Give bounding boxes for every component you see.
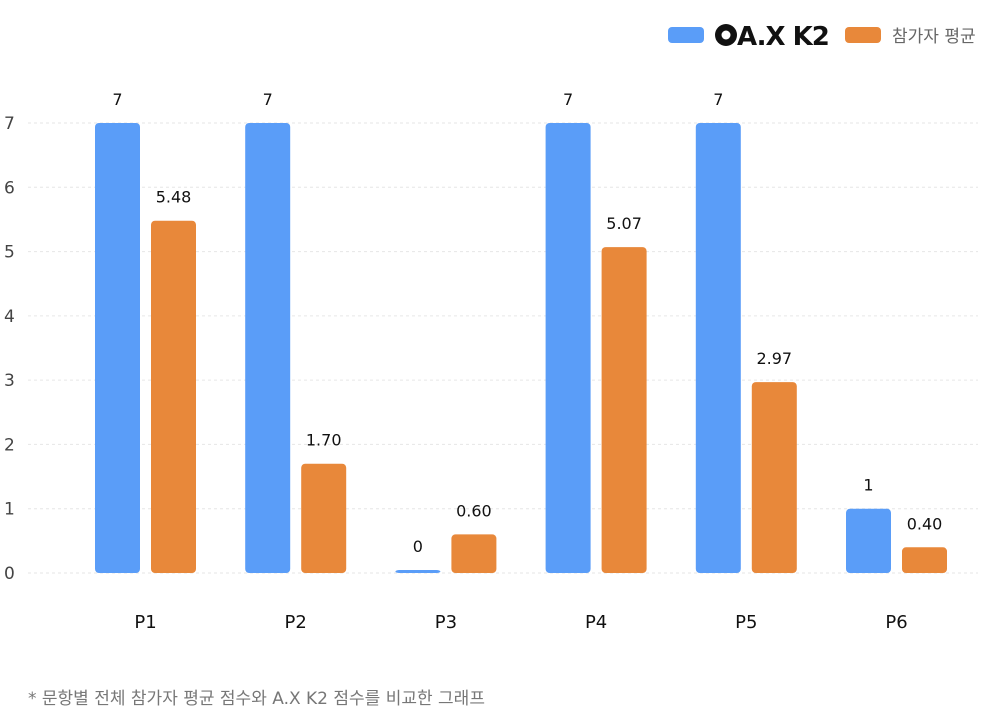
data-label-p3-series2: 0.60 xyxy=(456,501,492,520)
bar-p4-series2 xyxy=(601,247,647,574)
bar-p6-series2 xyxy=(902,547,947,573)
bar-p2-series1 xyxy=(245,123,291,573)
bar-p5-series1 xyxy=(695,123,741,573)
bar-p1-series2 xyxy=(151,220,196,573)
x-category-label: P1 xyxy=(134,612,156,633)
x-category-label: P2 xyxy=(285,612,307,633)
footnote: * 문항별 전체 참가자 평균 점수와 A.X K2 점수를 비교한 그래프 xyxy=(28,689,485,709)
data-label-p4-series2: 5.07 xyxy=(606,214,642,233)
x-category-label: P3 xyxy=(435,612,457,633)
y-tick-label: 5 xyxy=(4,243,15,263)
y-tick-label: 2 xyxy=(4,435,15,455)
x-axis-categories: P1 P2 P3 P4 P5 P6 xyxy=(134,612,907,633)
legend: A.X K2 참가자 평균 xyxy=(668,22,976,52)
data-labels: 7 5.48 7 1.70 0 0.60 7 5.07 7 2.97 1 0.40 xyxy=(112,90,942,556)
x-category-label: P6 xyxy=(885,612,907,633)
y-tick-label: 7 xyxy=(4,114,15,134)
data-label-p1-series1: 7 xyxy=(112,90,122,109)
bar-p3-series1 xyxy=(395,570,441,573)
y-tick-label: 1 xyxy=(4,500,15,520)
data-label-p6-series1: 1 xyxy=(863,476,873,495)
legend-swatch-ax-k2 xyxy=(668,27,704,43)
bars xyxy=(95,123,947,574)
bar-p2-series2 xyxy=(301,463,347,573)
y-tick-label: 3 xyxy=(4,371,15,391)
bar-p4-series1 xyxy=(545,123,591,573)
x-category-label: P5 xyxy=(735,612,757,633)
y-tick-label: 4 xyxy=(4,307,15,327)
ax-k2-logo: A.X K2 xyxy=(715,22,830,52)
bar-p3-series2 xyxy=(451,534,497,573)
bar-p6-series1 xyxy=(846,508,891,573)
data-label-p5-series2: 2.97 xyxy=(756,349,792,368)
data-label-p3-series1: 0 xyxy=(413,537,423,556)
legend-label-participant-avg: 참가자 평균 xyxy=(892,27,976,47)
data-label-p2-series2: 1.70 xyxy=(306,431,342,450)
data-label-p5-series1: 7 xyxy=(713,90,723,109)
legend-label-ax-k2: A.X K2 xyxy=(737,22,829,52)
data-label-p2-series1: 7 xyxy=(263,90,273,109)
bar-p5-series2 xyxy=(751,382,797,573)
y-axis-ticks: 0 1 2 3 4 5 6 7 xyxy=(4,114,15,584)
data-label-p1-series2: 5.48 xyxy=(156,188,192,207)
x-category-label: P4 xyxy=(585,612,607,633)
bar-p1-series1 xyxy=(95,123,140,573)
data-label-p4-series1: 7 xyxy=(563,90,573,109)
data-label-p6-series2: 0.40 xyxy=(907,514,943,533)
y-tick-label: 6 xyxy=(4,178,15,198)
legend-swatch-participant-avg xyxy=(845,27,881,43)
y-tick-label: 0 xyxy=(4,564,15,584)
